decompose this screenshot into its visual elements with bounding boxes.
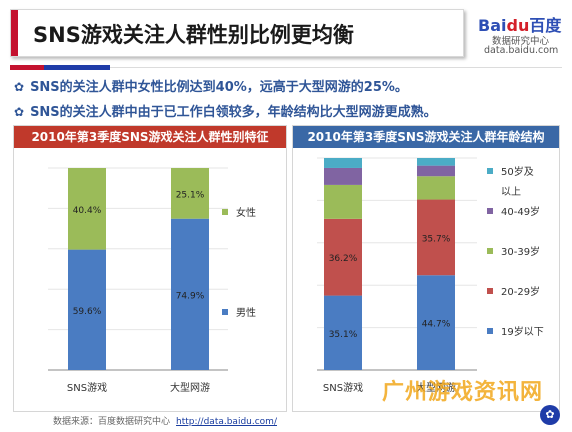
age-chart-title: 2010年第3季度SNS游戏关注人群年龄结构: [293, 126, 559, 148]
bar-segment: [417, 158, 455, 166]
bullet-1: ✿ SNS的关注人群中女性比例达到40%，远高于大型网游的25%。: [14, 76, 408, 95]
data-label: 35.1%: [329, 330, 358, 340]
legend-label: 20-29岁: [501, 285, 540, 298]
baidu-logo: Baidu百度 数据研究中心 data.baidu.com: [470, 12, 570, 62]
legend-swatch: [222, 309, 228, 315]
bar-segment: [417, 165, 455, 177]
category-label: 大型网游: [416, 381, 456, 394]
logo-url: data.baidu.com: [484, 45, 559, 56]
data-label: 36.2%: [329, 254, 358, 264]
bar-segment: [324, 158, 362, 168]
legend-swatch: [487, 168, 493, 174]
paw-icon: ✿: [14, 105, 25, 119]
legend-label: 以上: [501, 186, 521, 198]
category-label: SNS游戏: [67, 381, 107, 394]
data-label: 59.6%: [73, 307, 102, 317]
bullet-1-text: SNS的关注人群中女性比例达到40%，远高于大型网游的25%。: [30, 80, 408, 95]
gender-chart-panel: 2010年第3季度SNS游戏关注人群性别特征 59.6% 40.4% SNS游戏 74…: [13, 125, 287, 412]
bar-segment: [324, 218, 362, 296]
logo-brand-a: Bai: [478, 16, 507, 35]
logo-brand: Baidu百度: [478, 12, 561, 36]
category-label: SNS游戏: [323, 381, 363, 394]
data-label: 25.1%: [176, 190, 205, 200]
legend-swatch: [487, 328, 493, 334]
legend-swatch: [487, 208, 493, 214]
legend-swatch: [487, 288, 493, 294]
data-label: 40.4%: [73, 206, 102, 216]
bar-segment: [324, 295, 362, 370]
bar-segment: [324, 167, 362, 185]
bar-segment: [68, 249, 106, 370]
rule-line: [110, 67, 562, 68]
legend-label: 30-39岁: [501, 245, 540, 258]
bullet-2: ✿ SNS的关注人群中由于已工作白领较多，年龄结构比大型网游更成熟。: [14, 101, 437, 120]
data-label: 35.7%: [422, 234, 451, 244]
bar-segment: [171, 218, 209, 370]
age-chart-panel: 2010年第3季度SNS游戏关注人群年龄结构 35.1% 36.2% SNS游戏 44…: [292, 125, 560, 412]
rule-blue: [44, 65, 110, 70]
data-label: 74.9%: [176, 291, 205, 301]
legend-label: 女性: [236, 206, 256, 219]
paw-icon: ✿: [14, 80, 25, 94]
bar-segment: [68, 168, 106, 250]
source-note: 数据来源：百度数据研究中心 http://data.baidu.com/: [53, 414, 277, 427]
category-label: 大型网游: [170, 381, 210, 394]
bar-segment: [171, 168, 209, 219]
page-title: SNS游戏关注人群性别比例更均衡: [33, 23, 354, 47]
source-link[interactable]: http://data.baidu.com/: [176, 417, 277, 427]
bullet-2-text: SNS的关注人群中由于已工作白领较多，年龄结构比大型网游更成熟。: [30, 105, 437, 120]
bar-segment: [417, 275, 455, 370]
title-accent-bar: [11, 10, 18, 56]
logo-subtitle: 数据研究中心: [492, 36, 550, 47]
data-label: 44.7%: [422, 320, 451, 330]
bar-segment: [324, 184, 362, 219]
legend-label: 50岁及: [501, 165, 534, 178]
gender-chart-title: 2010年第3季度SNS游戏关注人群性别特征: [14, 126, 286, 148]
legend-label: 40-49岁: [501, 205, 540, 218]
source-label: 数据来源：百度数据研究中心: [53, 417, 171, 427]
watermark: 广州游戏资讯网: [382, 380, 544, 405]
title-box: SNS游戏关注人群性别比例更均衡: [10, 9, 464, 57]
logo-brand-b: du: [506, 16, 530, 35]
bar-segment: [417, 176, 455, 200]
bar-segment: [417, 199, 455, 276]
legend-swatch: [222, 209, 228, 215]
legend-swatch: [487, 248, 493, 254]
legend-label: 19岁以下: [501, 325, 544, 338]
rule-red: [10, 65, 44, 70]
legend-label: 男性: [236, 306, 256, 319]
paw-logo-icon: ✿: [540, 405, 560, 425]
logo-brand-c: 百度: [529, 16, 562, 35]
